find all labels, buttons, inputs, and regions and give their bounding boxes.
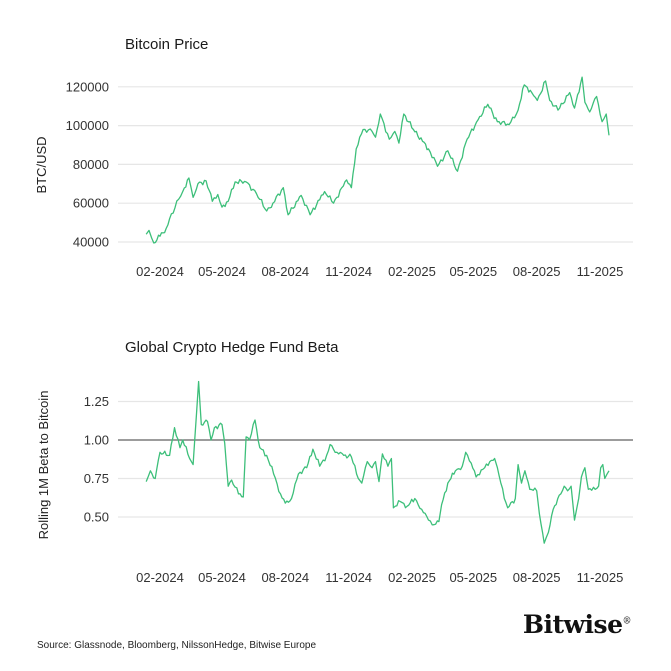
x-tick-label: 08-2024 <box>261 264 309 279</box>
x-tick-label: 02-2025 <box>388 570 436 585</box>
x-tick-label: 02-2024 <box>136 570 184 585</box>
x-tick-label: 08-2024 <box>261 570 309 585</box>
logo-text: Bitwise <box>522 610 623 639</box>
chart-title: Bitcoin Price <box>125 36 208 53</box>
y-tick-label: 60000 <box>73 196 109 211</box>
x-tick-label: 05-2025 <box>449 570 497 585</box>
series-line <box>145 380 610 544</box>
y-tick-label: 0.75 <box>84 471 109 486</box>
chart-title: Global Crypto Hedge Fund Beta <box>125 339 339 356</box>
x-tick-label: 05-2025 <box>449 264 497 279</box>
x-tick-label: 11-2025 <box>577 264 624 279</box>
y-tick-label: 40000 <box>73 235 109 250</box>
x-tick-label: 11-2024 <box>325 264 372 279</box>
y-tick-label: 120000 <box>66 79 109 94</box>
y-tick-label: 100000 <box>66 118 109 133</box>
bitwise-logo: Bitwise® <box>522 610 632 639</box>
series-line <box>145 76 610 244</box>
y-axis-label: BTC/USD <box>34 136 49 193</box>
y-tick-label: 1.25 <box>84 394 109 409</box>
x-tick-label: 11-2025 <box>577 570 624 585</box>
y-tick-label: 80000 <box>73 157 109 172</box>
x-tick-label: 08-2025 <box>513 570 561 585</box>
x-tick-label: 05-2024 <box>198 570 246 585</box>
x-tick-label: 11-2024 <box>325 570 372 585</box>
x-tick-label: 08-2025 <box>513 264 561 279</box>
x-tick-label: 05-2024 <box>198 264 246 279</box>
y-tick-label: 0.50 <box>84 510 109 525</box>
x-tick-label: 02-2025 <box>388 264 436 279</box>
source-note: Source: Glassnode, Bloomberg, NilssonHed… <box>37 640 317 651</box>
y-tick-label: 1.00 <box>84 433 109 448</box>
y-axis-label: Rolling 1M Beta to Bitcoin <box>36 391 51 540</box>
x-tick-label: 02-2024 <box>136 264 184 279</box>
